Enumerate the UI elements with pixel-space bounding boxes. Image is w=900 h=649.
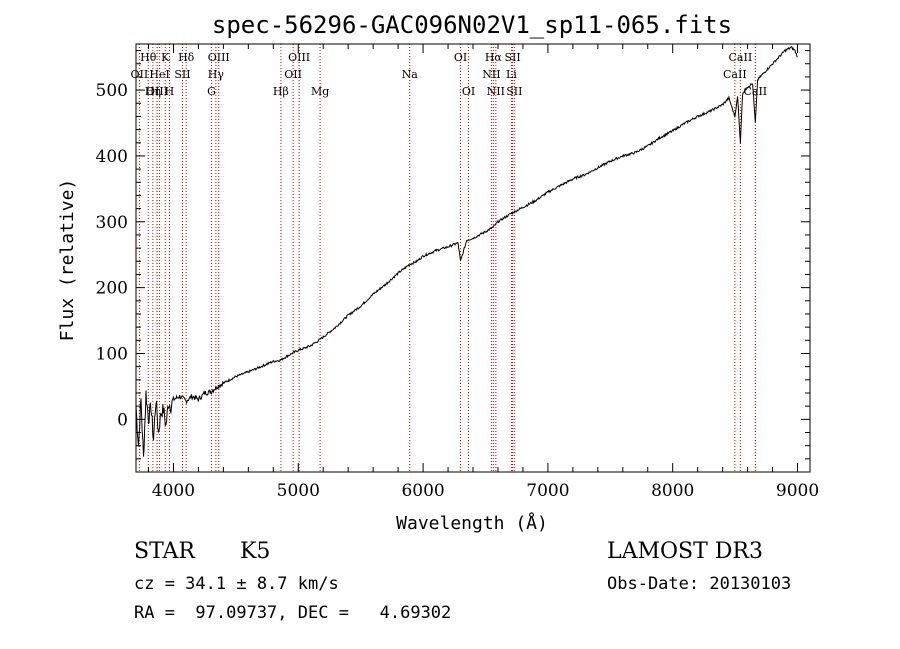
x-axis-label: Wavelength (Å): [396, 512, 548, 534]
x-tick-label: 8000: [651, 481, 694, 501]
spectral-line-label: Hα: [485, 51, 503, 64]
spectral-line-label: NII: [487, 85, 505, 98]
spectral-line-label: HeI: [149, 68, 169, 81]
spectral-line-label: OIII: [288, 51, 310, 64]
spectral-line-label: OIII: [146, 85, 168, 98]
spectral-line-label: CaII: [743, 85, 767, 98]
spectral-line-label: G: [207, 85, 216, 98]
spectral-line-label: OII: [131, 68, 149, 81]
x-tick-label: 6000: [401, 481, 444, 501]
y-tick-label: 0: [117, 410, 128, 430]
spectral-line-label: OIII: [208, 51, 230, 64]
spectral-line-label: K: [161, 51, 170, 64]
spectral-line-label: Hγ: [208, 68, 225, 81]
spectral-line-label: SII: [504, 51, 520, 64]
y-tick-label: 300: [96, 213, 128, 233]
spectral-line-label: H: [165, 85, 175, 98]
x-tick-label: 7000: [526, 481, 569, 501]
spectral-line-label: OI: [462, 85, 475, 98]
spectral-line-label: OII: [284, 68, 302, 81]
redshift-readout: cz = 34.1 ± 8.7 km/s: [134, 574, 339, 594]
spectral-line-label: OI: [454, 51, 467, 64]
spectral-line-label: Na: [402, 68, 419, 81]
y-tick-label: 200: [96, 279, 128, 299]
y-tick-label: 500: [96, 81, 128, 101]
object-class: STAR: [134, 539, 195, 564]
flux-series-line: [135, 46, 798, 457]
spectral-line-label: NII: [482, 68, 500, 81]
object-subclass: K5: [240, 539, 271, 564]
x-tick-label: 4000: [152, 481, 195, 501]
y-tick-label: 400: [96, 147, 128, 167]
plot-frame: [135, 43, 811, 473]
spectral-line-markers: [138, 44, 756, 472]
x-axis-ticks: 4000 5000 6000 7000 8000 9000: [147, 44, 819, 501]
chart-title: spec-56296-GAC096N02V1_sp11-065.fits: [212, 11, 732, 39]
spectral-line-label: CaII: [729, 51, 753, 64]
x-tick-label: 5000: [277, 481, 320, 501]
survey-name: LAMOST DR3: [607, 539, 763, 564]
spectral-line-label: CaII: [723, 68, 747, 81]
spectral-line-label: Hβ: [273, 85, 289, 98]
x-tick-label: 9000: [776, 481, 819, 501]
obs-date: Obs-Date: 20130103: [607, 574, 792, 594]
spectral-line-label: SII: [506, 85, 522, 98]
spectral-line-label: Hη: [145, 85, 161, 98]
y-axis-ticks: 0 100 200 300 400 500: [96, 50, 810, 460]
spectral-line-label: SII: [174, 68, 190, 81]
coordinates-readout: RA = 97.09737, DEC = 4.69302: [134, 603, 452, 623]
y-axis-label: Flux (relative): [57, 179, 78, 342]
y-tick-label: 100: [96, 344, 128, 364]
spectral-line-label: Mg: [311, 85, 329, 98]
spectral-line-label: Hδ: [178, 51, 195, 64]
spectral-line-label: Li: [506, 68, 517, 81]
spectral-line-label: Hθ: [140, 51, 157, 64]
